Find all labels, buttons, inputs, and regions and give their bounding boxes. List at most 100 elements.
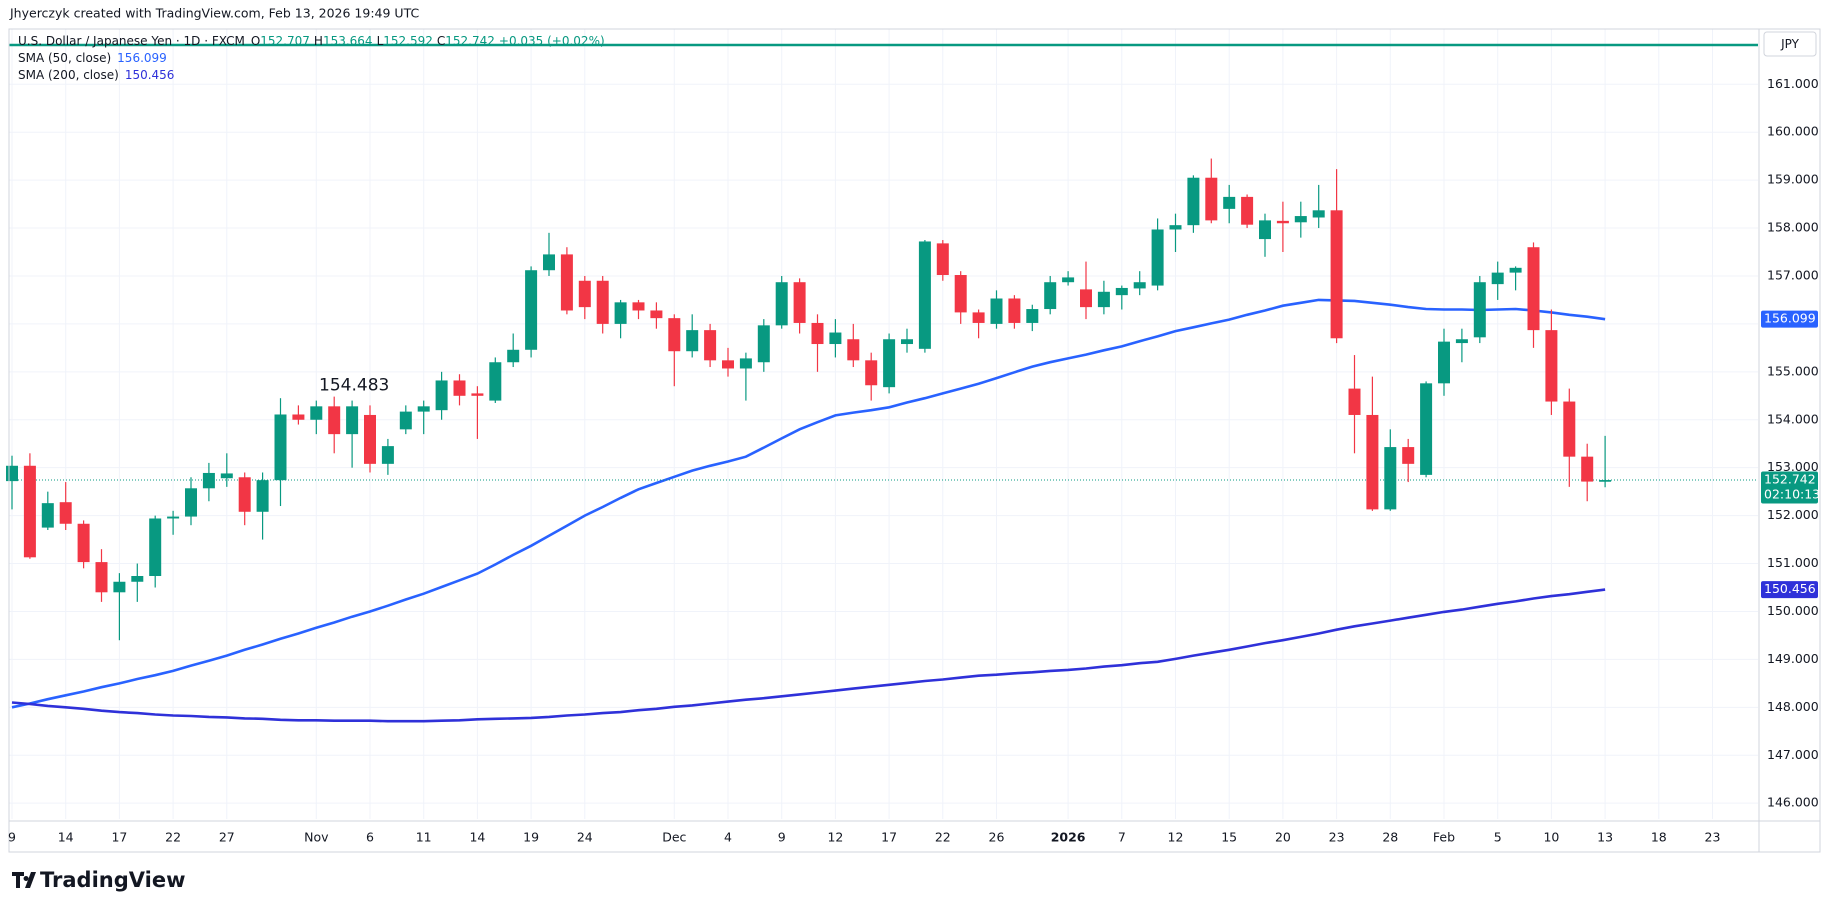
candle-body <box>1599 480 1612 482</box>
candle-body <box>668 318 681 352</box>
candle-body <box>722 360 734 369</box>
candle-body <box>346 406 359 435</box>
y-tick-label: 154.000 <box>1767 411 1819 426</box>
candle-body <box>1133 282 1146 289</box>
candle-body <box>525 270 538 350</box>
logo-icon <box>12 872 36 888</box>
credit: Jhyerczyk created with TradingView.com, … <box>9 6 419 21</box>
candle-body <box>1527 247 1540 331</box>
candle-body <box>1294 216 1307 223</box>
candle-body <box>1455 339 1468 344</box>
candle-body <box>1473 282 1486 338</box>
sma-line <box>11 588 1606 723</box>
candle-body <box>1259 220 1271 240</box>
countdown: 02:10:13 <box>1764 487 1820 502</box>
x-tick-label: 12 <box>1168 830 1184 845</box>
candle-body <box>1509 267 1522 273</box>
candle-body <box>1223 196 1236 209</box>
legend-symbol: U.S. Dollar / Japanese Yen · 1D · FXCM O1… <box>18 34 605 48</box>
candle-body <box>901 339 913 345</box>
ohlc-value: 152.592 <box>383 34 433 48</box>
high-annotation: 154.483 <box>319 376 389 396</box>
candle-body <box>238 477 251 512</box>
x-tick-label: Dec <box>662 830 686 845</box>
candle-body <box>95 562 108 593</box>
ohlc-value: 153.664 <box>323 34 373 48</box>
candle-body <box>23 465 36 558</box>
candle-body <box>381 446 394 464</box>
candle-body <box>560 254 573 311</box>
candle-body <box>202 472 215 489</box>
ohlc-label: L <box>377 34 384 48</box>
sma-value: 150.456 <box>125 68 175 82</box>
legend-sma200: SMA (200, close) 150.456 <box>18 68 174 82</box>
frame <box>8 28 1821 853</box>
y-tick-label: 147.000 <box>1767 747 1819 762</box>
candle-body <box>1169 225 1182 230</box>
candle-body <box>1438 341 1450 384</box>
candle-body <box>41 503 54 528</box>
y-tick-label: 158.000 <box>1767 220 1819 235</box>
candle-body <box>1276 220 1289 224</box>
axes: 146.000 147.000 148.000 149.000 150.000 151.0… <box>8 76 1820 845</box>
y-tick-label: 151.000 <box>1767 555 1819 570</box>
price-label-box <box>1761 310 1818 328</box>
candle-body <box>1008 298 1021 323</box>
sma-value: 156.099 <box>117 51 167 65</box>
x-tick-label: 24 <box>577 830 593 845</box>
x-tick-label: 11 <box>416 830 432 845</box>
ohlc-value: 152.742 <box>445 34 495 48</box>
sma-name: SMA (50, close) <box>18 51 111 65</box>
candle-body <box>811 322 824 345</box>
x-tick-label: Feb <box>1433 830 1455 845</box>
x-tick-label: 17 <box>881 830 897 845</box>
candle-body <box>507 349 520 363</box>
y-tick-label: 159.000 <box>1767 172 1819 187</box>
x-tick-label: 22 <box>935 830 951 845</box>
symbol: U.S. Dollar / Japanese Yen · 1D · FXCM <box>18 34 245 48</box>
candle-body <box>1115 287 1128 296</box>
candle-body <box>650 310 663 319</box>
price-label-box <box>1761 581 1818 599</box>
candle-body <box>1563 401 1576 457</box>
candle-body <box>1097 291 1110 308</box>
candle-body <box>1366 414 1379 510</box>
y-tick-label: 148.000 <box>1767 699 1819 714</box>
candle-body <box>1151 229 1164 286</box>
candle-body <box>686 330 699 352</box>
y-tick-label: 155.000 <box>1767 363 1819 378</box>
brand: TradingView <box>40 868 185 892</box>
x-tick-label: 23 <box>1329 830 1345 845</box>
candle-body <box>113 581 126 593</box>
candle-body <box>399 411 412 430</box>
candle-body <box>1080 289 1092 308</box>
x-tick-label: 14 <box>58 830 74 845</box>
candle-body <box>453 380 466 396</box>
y-tick-label: 149.000 <box>1767 651 1819 666</box>
ohlc-label: H <box>314 34 323 48</box>
candle-body <box>364 414 376 464</box>
x-tick-label: 9 <box>778 830 786 845</box>
candle-body <box>704 330 717 361</box>
price-label: 150.456 <box>1764 581 1816 596</box>
candle-body <box>632 302 645 311</box>
y-tick-label: 157.000 <box>1767 267 1819 282</box>
x-tick-label: 5 <box>1494 830 1502 845</box>
x-tick-label: 15 <box>1221 830 1237 845</box>
candle-body <box>1491 272 1504 285</box>
x-tick-label: 18 <box>1651 830 1667 845</box>
currency[interactable]: JPY <box>1780 37 1800 51</box>
candle-body <box>1420 383 1433 475</box>
candle-body <box>1384 447 1397 510</box>
currency-box[interactable] <box>1763 31 1817 57</box>
price-label-box <box>1761 471 1818 504</box>
candle-body <box>1348 388 1361 415</box>
candle-body <box>471 393 484 396</box>
candle-body <box>793 282 806 323</box>
x-tick-label: 4 <box>724 830 732 845</box>
x-tick-label: 14 <box>469 830 485 845</box>
y-tick-label: 160.000 <box>1767 124 1819 139</box>
candle-body <box>847 339 860 361</box>
